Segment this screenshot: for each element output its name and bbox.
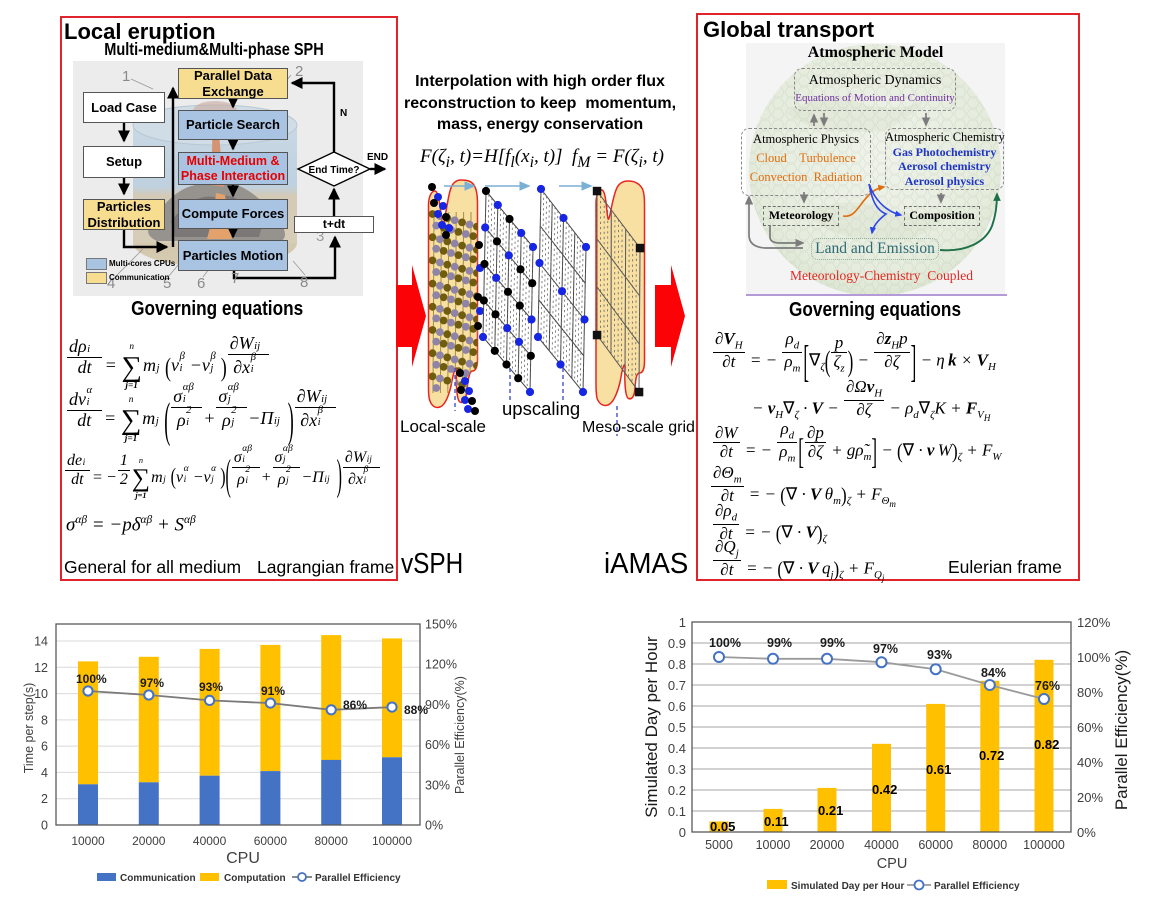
svg-text:0: 0 xyxy=(679,825,686,840)
svg-text:7: 7 xyxy=(231,270,239,287)
svg-text:0: 0 xyxy=(41,819,48,833)
svg-text:40000: 40000 xyxy=(193,834,227,848)
svg-text:120%: 120% xyxy=(425,658,457,672)
svg-text:1: 1 xyxy=(122,68,130,85)
svg-text:86%: 86% xyxy=(343,698,367,712)
svg-text:10: 10 xyxy=(34,687,48,701)
svg-text:End Time?: End Time? xyxy=(309,165,360,176)
svg-text:20%: 20% xyxy=(1077,790,1103,805)
svg-text:0.11: 0.11 xyxy=(764,814,789,829)
svg-text:4: 4 xyxy=(107,275,115,292)
svg-text:40000: 40000 xyxy=(864,838,899,852)
svg-text:0.82: 0.82 xyxy=(1034,737,1059,752)
svg-text:100000: 100000 xyxy=(372,834,412,848)
svg-text:CPU: CPU xyxy=(226,850,260,867)
svg-text:14: 14 xyxy=(34,635,48,649)
svg-text:91%: 91% xyxy=(261,684,285,698)
svg-text:Parallel Efficiency: Parallel Efficiency xyxy=(315,873,401,884)
svg-text:20000: 20000 xyxy=(810,838,845,852)
svg-text:0.1: 0.1 xyxy=(668,804,686,819)
svg-text:60%: 60% xyxy=(1077,720,1103,735)
svg-text:CPU: CPU xyxy=(877,856,908,872)
svg-text:6: 6 xyxy=(41,740,48,754)
svg-text:120%: 120% xyxy=(1077,615,1111,630)
svg-text:12: 12 xyxy=(34,661,48,675)
svg-text:76%: 76% xyxy=(1035,679,1060,693)
svg-text:93%: 93% xyxy=(927,648,952,662)
svg-text:10000: 10000 xyxy=(71,834,105,848)
svg-text:0.42: 0.42 xyxy=(872,782,897,797)
svg-text:Parallel Efficiency(%): Parallel Efficiency(%) xyxy=(453,676,467,794)
svg-text:100000: 100000 xyxy=(1023,838,1065,852)
svg-text:150%: 150% xyxy=(425,618,457,632)
svg-text:1: 1 xyxy=(679,615,686,630)
svg-text:100%: 100% xyxy=(1077,650,1111,665)
svg-text:8: 8 xyxy=(300,274,308,291)
svg-text:0.5: 0.5 xyxy=(668,720,686,735)
svg-text:END: END xyxy=(367,152,388,163)
svg-text:80000: 80000 xyxy=(972,838,1007,852)
svg-text:100%: 100% xyxy=(76,672,107,686)
svg-text:Parallel Efficiency: Parallel Efficiency xyxy=(934,881,1020,892)
svg-text:0.9: 0.9 xyxy=(668,636,686,651)
svg-text:0.4: 0.4 xyxy=(668,741,686,756)
svg-text:0.3: 0.3 xyxy=(668,762,686,777)
svg-text:80%: 80% xyxy=(1077,685,1103,700)
svg-text:90%: 90% xyxy=(425,698,450,712)
svg-text:0.2: 0.2 xyxy=(668,783,686,798)
svg-text:60000: 60000 xyxy=(918,838,953,852)
svg-text:100%: 100% xyxy=(709,636,741,650)
svg-text:6: 6 xyxy=(197,275,205,292)
svg-text:0.7: 0.7 xyxy=(668,678,686,693)
svg-text:0.21: 0.21 xyxy=(818,803,843,818)
svg-text:3: 3 xyxy=(316,228,324,245)
svg-text:88%: 88% xyxy=(404,703,428,717)
svg-text:0.61: 0.61 xyxy=(926,762,951,777)
svg-text:30%: 30% xyxy=(425,778,450,792)
svg-text:97%: 97% xyxy=(140,676,164,690)
svg-text:84%: 84% xyxy=(981,666,1006,680)
svg-text:40%: 40% xyxy=(1077,755,1103,770)
svg-text:0%: 0% xyxy=(425,819,443,833)
svg-text:60000: 60000 xyxy=(254,834,288,848)
svg-text:0.05: 0.05 xyxy=(710,819,735,834)
svg-text:99%: 99% xyxy=(820,636,845,650)
svg-text:0.6: 0.6 xyxy=(668,699,686,714)
svg-text:99%: 99% xyxy=(767,636,792,650)
svg-text:10000: 10000 xyxy=(756,838,791,852)
svg-text:2: 2 xyxy=(41,792,48,806)
svg-text:8: 8 xyxy=(41,713,48,727)
svg-text:Parallel Efficiency(%): Parallel Efficiency(%) xyxy=(1112,650,1131,810)
svg-text:N: N xyxy=(340,108,347,119)
svg-text:0%: 0% xyxy=(1077,825,1096,840)
svg-text:2: 2 xyxy=(295,63,303,80)
svg-text:80000: 80000 xyxy=(315,834,349,848)
svg-text:Simulated Day per Hour: Simulated Day per Hour xyxy=(791,881,904,892)
svg-text:Time per step(s): Time per step(s) xyxy=(22,683,36,774)
svg-text:Computation: Computation xyxy=(224,873,286,884)
svg-text:60%: 60% xyxy=(425,738,450,752)
svg-text:5000: 5000 xyxy=(705,838,733,852)
svg-text:Communication: Communication xyxy=(120,873,196,884)
svg-text:4: 4 xyxy=(41,766,48,780)
svg-text:93%: 93% xyxy=(199,680,223,694)
svg-text:0.72: 0.72 xyxy=(979,748,1004,763)
svg-text:0.8: 0.8 xyxy=(668,657,686,672)
svg-text:20000: 20000 xyxy=(132,834,166,848)
svg-text:5: 5 xyxy=(163,275,171,292)
svg-text:97%: 97% xyxy=(873,642,898,656)
svg-text:Simulated Day per Hour: Simulated Day per Hour xyxy=(642,636,661,818)
